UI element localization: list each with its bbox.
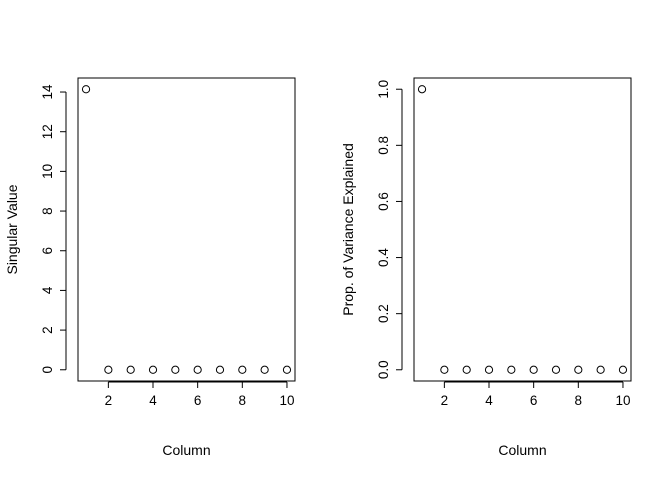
y-tick-label: 2 bbox=[40, 326, 55, 334]
data-point bbox=[171, 365, 180, 374]
y-axis-right: 0.0 0.2 0.4 0.6 0.8 1.0 bbox=[376, 80, 403, 379]
data-point bbox=[462, 365, 471, 374]
y-tick-label: 0.8 bbox=[376, 136, 391, 155]
data-point bbox=[529, 365, 538, 374]
x-tick-label: 8 bbox=[239, 393, 247, 408]
y-axis-title-right: Prop. of Variance Explained bbox=[340, 143, 356, 316]
data-point bbox=[440, 365, 449, 374]
y-tick-label: 10 bbox=[40, 164, 55, 179]
y-tick-label: 0.4 bbox=[376, 248, 391, 267]
data-point bbox=[574, 365, 583, 374]
y-tick-label: 14 bbox=[40, 84, 55, 100]
x-tick-label: 8 bbox=[575, 393, 583, 408]
y-tick-label: 0.2 bbox=[376, 304, 391, 323]
data-point bbox=[417, 85, 427, 94]
x-axis-right: 2 4 6 8 10 bbox=[441, 381, 630, 408]
y-axis-left: 0 2 4 6 8 10 12 14 bbox=[40, 84, 67, 374]
x-axis-title-right: Column bbox=[498, 442, 546, 458]
data-point bbox=[148, 365, 158, 374]
x-axis-title-left: Column bbox=[162, 442, 210, 458]
data-point bbox=[81, 85, 91, 94]
x-tick-label: 2 bbox=[105, 393, 113, 408]
singular-value-panel: 2 4 6 8 10 0 2 4 6 8 10 12 14 Column Singular Value bbox=[4, 77, 296, 458]
y-axis-title-left: Singular Value bbox=[4, 184, 20, 274]
plot-frame-right bbox=[413, 77, 632, 382]
y-tick-label: 0 bbox=[40, 366, 55, 374]
y-tick-label: 8 bbox=[40, 207, 55, 215]
points-right bbox=[417, 85, 628, 374]
data-point bbox=[484, 365, 494, 374]
data-point bbox=[104, 365, 113, 374]
x-tick-label: 10 bbox=[615, 393, 630, 408]
y-tick-label: 4 bbox=[40, 286, 55, 294]
x-tick-label: 6 bbox=[194, 393, 202, 408]
data-point bbox=[282, 365, 292, 374]
data-point bbox=[551, 365, 561, 374]
data-point bbox=[507, 365, 516, 374]
data-point bbox=[126, 365, 135, 374]
variance-explained-panel: 2 4 6 8 10 0.0 0.2 0.4 0.6 0.8 1.0 Column Prop. o… bbox=[340, 77, 632, 458]
data-point bbox=[596, 365, 605, 374]
x-axis-left: 2 4 6 8 10 bbox=[105, 381, 294, 408]
plot-frame-left bbox=[77, 77, 296, 382]
data-point bbox=[238, 365, 247, 374]
y-tick-label: 1.0 bbox=[376, 80, 391, 99]
y-tick-label: 0.0 bbox=[376, 360, 391, 379]
y-tick-label: 12 bbox=[40, 124, 55, 139]
y-tick-label: 6 bbox=[40, 247, 55, 255]
x-tick-label: 6 bbox=[530, 393, 538, 408]
x-tick-label: 10 bbox=[279, 393, 294, 408]
x-tick-label: 2 bbox=[441, 393, 449, 408]
y-tick-label: 0.6 bbox=[376, 192, 391, 211]
x-tick-label: 4 bbox=[485, 393, 493, 408]
data-point bbox=[193, 365, 202, 374]
data-point bbox=[215, 365, 225, 374]
data-point bbox=[260, 365, 269, 374]
data-point bbox=[618, 365, 628, 374]
x-tick-label: 4 bbox=[149, 393, 157, 408]
points-left bbox=[81, 85, 292, 374]
